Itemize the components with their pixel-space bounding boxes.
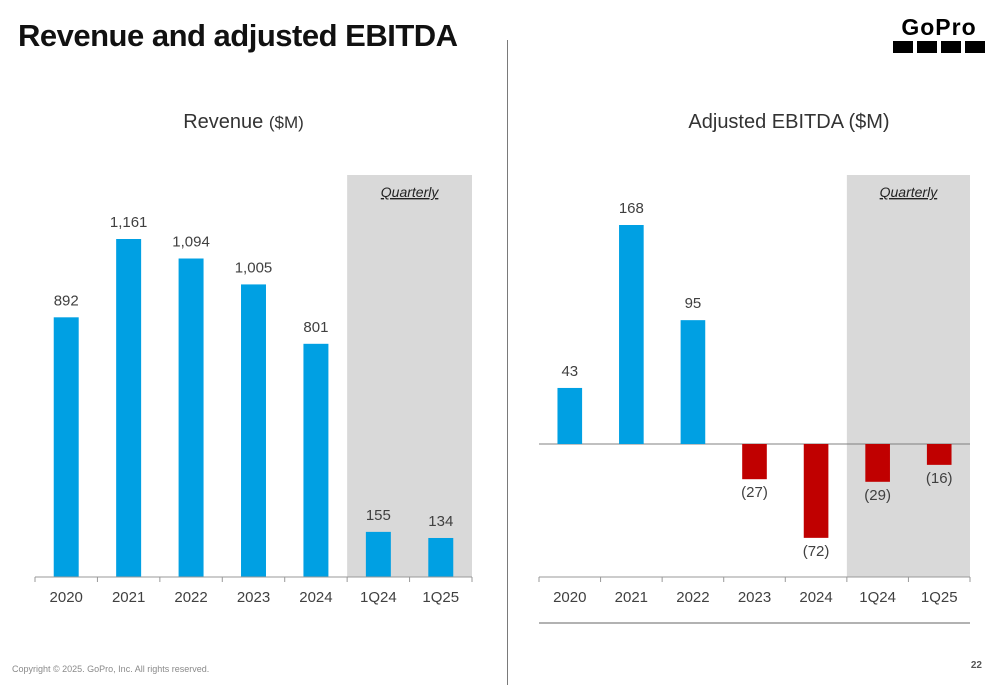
gopro-logo: GoPro [893,16,985,53]
logo-text: GoPro [901,14,977,40]
ebitda-data-label: (72) [803,543,830,560]
revenue-bar [241,284,266,577]
ebitda-chart-title: Adjusted EBITDA ($M) [688,111,890,133]
revenue-tick-label: 2021 [112,589,145,606]
ebitda-quarterly-label: Quarterly [880,184,939,200]
ebitda-data-label: (27) [741,484,768,501]
revenue-quarterly-label: Quarterly [381,184,440,200]
logo-block [965,41,985,53]
ebitda-data-label: (16) [926,470,953,487]
ebitda-data-label: 168 [619,200,644,217]
ebitda-bar [926,444,952,465]
revenue-chart-title-unit: ($M) [268,113,304,132]
ebitda-tick-label: 2023 [738,589,771,606]
revenue-data-label: 1,094 [172,234,210,251]
revenue-data-label: 134 [428,513,453,530]
revenue-data-label: 892 [54,292,79,309]
revenue-tick-label: 1Q24 [360,589,397,606]
ebitda-tick-label: 1Q24 [859,589,896,606]
ebitda-tick-label: 2024 [799,589,832,606]
ebitda-bar [680,320,706,444]
center-divider [507,40,508,685]
revenue-tick-label: 2023 [237,589,270,606]
ebitda-tick-label: 1Q25 [921,589,958,606]
revenue-bar [303,343,329,577]
ebitda-bar [557,387,583,444]
ebitda-data-label: 95 [685,295,702,312]
revenue-bar [116,239,142,577]
ebitda-bar [803,444,829,538]
revenue-bar [53,317,79,577]
copyright-notice: Copyright © 2025. GoPro, Inc. All rights… [12,664,210,674]
ebitda-tick-label: 2020 [553,589,586,606]
revenue-plot: Quarterly 892 2020 1,161 2021 1,094 2022 1,005 2… [34,175,473,606]
revenue-data-label: 1,005 [235,259,273,276]
ebitda-bar [742,444,767,480]
ebitda-quarterly-shade [846,175,970,577]
revenue-chart: Revenue ($M) Quarterly 892 2020 1,161 2021 1,… [0,111,497,606]
revenue-bar [428,537,454,577]
revenue-bar [178,258,204,577]
revenue-data-label: 1,161 [110,214,148,231]
logo-block [917,41,937,53]
ebitda-bar [619,225,644,444]
revenue-bar [365,531,391,577]
revenue-data-label: 801 [303,319,328,336]
logo-blocks [893,41,985,53]
revenue-data-label: 155 [366,507,391,524]
page-title: Revenue and adjusted EBITDA [18,18,458,53]
ebitda-data-label: (29) [864,487,891,504]
ebitda-data-label: 43 [561,363,578,380]
revenue-tick-label: 1Q25 [422,589,459,606]
ebitda-tick-label: 2022 [676,589,709,606]
revenue-quarterly-shade [347,175,472,577]
revenue-tick-label: 2024 [299,589,332,606]
logo-block [941,41,961,53]
logo-block [893,41,913,53]
revenue-chart-title-text: Revenue [183,111,264,133]
ebitda-bar [865,444,890,482]
revenue-chart-title: Revenue ($M) [0,111,497,134]
page-number: 22 [970,660,982,671]
ebitda-chart: Adjusted EBITDA ($M) Quarterly 43 2020 168 2… [508,0,1000,685]
ebitda-plot: Quarterly 43 2020 168 2021 95 2022 (27) 2023 (72)… [538,175,971,624]
ebitda-tick-label: 2021 [615,589,648,606]
revenue-tick-label: 2020 [50,589,83,606]
revenue-tick-label: 2022 [174,589,207,606]
